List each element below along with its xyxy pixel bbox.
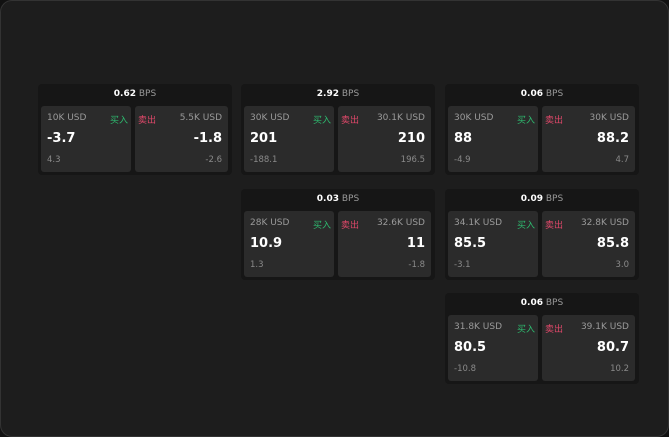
sell-label: 卖出 xyxy=(545,116,564,126)
bid-price: 85.5 xyxy=(454,236,487,251)
bid-change: -188.1 xyxy=(250,155,278,165)
bid-price: 10.9 xyxy=(250,236,283,251)
quote-card: 2.92 BPS 30K USD 买入 201 -188.1 卖出 30.1K … xyxy=(241,84,435,175)
sell-panel[interactable]: 卖出 32.6K USD 11 -1.8 xyxy=(338,211,431,277)
sell-label: 卖出 xyxy=(138,116,157,126)
spread-value: 0.03 xyxy=(316,194,339,204)
spread-value: 0.09 xyxy=(520,194,543,204)
ask-change: 4.7 xyxy=(615,155,629,165)
buy-panel[interactable]: 28K USD 买入 10.9 1.3 xyxy=(244,211,334,277)
spread-unit: BPS xyxy=(341,89,360,99)
quote-card: 0.06 BPS 30K USD 买入 88 -4.9 卖出 30K USD 8… xyxy=(445,84,639,175)
ask-price: 210 xyxy=(397,131,425,146)
ask-size: 5.5K USD xyxy=(179,113,222,123)
sell-label: 卖出 xyxy=(341,221,360,231)
buy-label: 买入 xyxy=(312,116,331,126)
buy-panel[interactable]: 31.8K USD 买入 80.5 -10.8 xyxy=(448,315,538,381)
spread-header: 0.62 BPS xyxy=(38,84,232,105)
bid-price: 80.5 xyxy=(454,340,487,355)
bid-size: 10K USD xyxy=(47,113,87,123)
ask-size: 39.1K USD xyxy=(580,322,629,332)
sell-panel[interactable]: 卖出 39.1K USD 80.7 10.2 xyxy=(542,315,635,381)
quote-card: 0.09 BPS 34.1K USD 买入 85.5 -3.1 卖出 32.8K… xyxy=(445,189,639,280)
sell-panel[interactable]: 卖出 5.5K USD -1.8 -2.6 xyxy=(135,106,228,172)
bid-change: -3.1 xyxy=(454,260,471,270)
ask-size: 30K USD xyxy=(589,113,629,123)
buy-panel[interactable]: 30K USD 买入 201 -188.1 xyxy=(244,106,334,172)
bid-change: -10.8 xyxy=(454,364,476,374)
spread-unit: BPS xyxy=(341,194,360,204)
bid-size: 30K USD xyxy=(250,113,290,123)
bid-size: 31.8K USD xyxy=(454,322,503,332)
buy-label: 买入 xyxy=(516,116,535,126)
ask-price: -1.8 xyxy=(193,131,222,146)
spread-value: 0.06 xyxy=(520,89,543,99)
spread-header: 0.03 BPS xyxy=(241,189,435,210)
ask-price: 11 xyxy=(406,236,425,251)
bid-price: 88 xyxy=(454,131,473,146)
ask-price: 80.7 xyxy=(596,340,629,355)
spread-unit: BPS xyxy=(545,298,564,308)
spread-unit: BPS xyxy=(545,194,564,204)
quote-card: 0.03 BPS 28K USD 买入 10.9 1.3 卖出 32.6K US… xyxy=(241,189,435,280)
spread-value: 0.06 xyxy=(520,298,543,308)
ask-change: -2.6 xyxy=(205,155,222,165)
spread-unit: BPS xyxy=(138,89,157,99)
quote-card: 0.06 BPS 31.8K USD 买入 80.5 -10.8 卖出 39.1… xyxy=(445,293,639,384)
buy-panel[interactable]: 30K USD 买入 88 -4.9 xyxy=(448,106,538,172)
ask-change: 196.5 xyxy=(400,155,425,165)
spread-header: 0.09 BPS xyxy=(445,189,639,210)
sell-panel[interactable]: 卖出 30K USD 88.2 4.7 xyxy=(542,106,635,172)
sell-label: 卖出 xyxy=(545,221,564,231)
bid-change: -4.9 xyxy=(454,155,471,165)
bid-price: -3.7 xyxy=(47,131,76,146)
quote-card: 0.62 BPS 10K USD 买入 -3.7 4.3 卖出 5.5K USD… xyxy=(38,84,232,175)
buy-panel[interactable]: 34.1K USD 买入 85.5 -3.1 xyxy=(448,211,538,277)
bid-size: 28K USD xyxy=(250,218,290,228)
ask-change: -1.8 xyxy=(408,260,425,270)
ask-change: 10.2 xyxy=(610,364,629,374)
bid-price: 201 xyxy=(250,131,278,146)
bid-size: 34.1K USD xyxy=(454,218,503,228)
ask-price: 85.8 xyxy=(596,236,629,251)
ask-price: 88.2 xyxy=(596,131,629,146)
ask-change: 3.0 xyxy=(615,260,629,270)
buy-label: 买入 xyxy=(516,221,535,231)
buy-panel[interactable]: 10K USD 买入 -3.7 4.3 xyxy=(41,106,131,172)
spread-header: 0.06 BPS xyxy=(445,84,639,105)
bid-size: 30K USD xyxy=(454,113,494,123)
buy-label: 买入 xyxy=(516,325,535,335)
spread-value: 2.92 xyxy=(316,89,339,99)
spread-header: 0.06 BPS xyxy=(445,293,639,314)
bid-change: 4.3 xyxy=(47,155,61,165)
sell-panel[interactable]: 卖出 32.8K USD 85.8 3.0 xyxy=(542,211,635,277)
sell-label: 卖出 xyxy=(545,325,564,335)
buy-label: 买入 xyxy=(312,221,331,231)
spread-header: 2.92 BPS xyxy=(241,84,435,105)
ask-size: 32.8K USD xyxy=(580,218,629,228)
spread-unit: BPS xyxy=(545,89,564,99)
buy-label: 买入 xyxy=(109,116,128,126)
spread-value: 0.62 xyxy=(113,89,136,99)
bid-change: 1.3 xyxy=(250,260,264,270)
sell-label: 卖出 xyxy=(341,116,360,126)
sell-panel[interactable]: 卖出 30.1K USD 210 196.5 xyxy=(338,106,431,172)
ask-size: 30.1K USD xyxy=(376,113,425,123)
ask-size: 32.6K USD xyxy=(376,218,425,228)
